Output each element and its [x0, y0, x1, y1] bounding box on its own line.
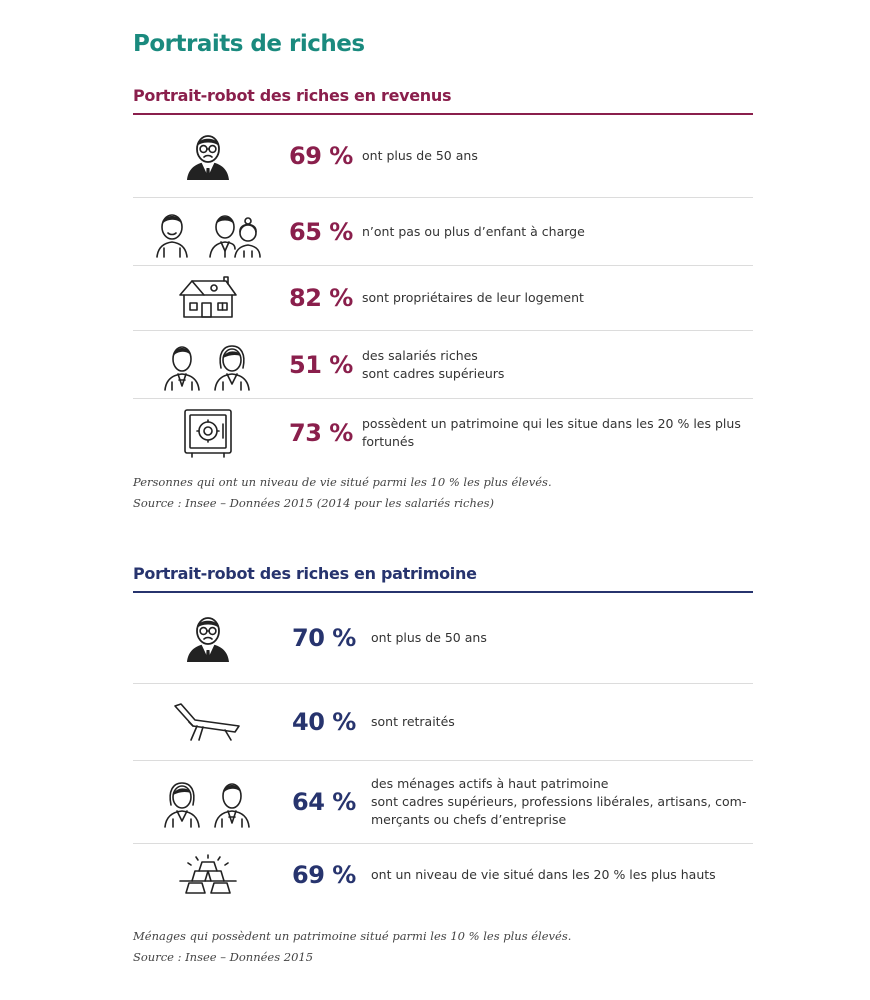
income-wealth-description: possèdent un patrimoine qui les situe da…	[362, 416, 741, 449]
income-row-wealth: 73 % possèdent un patrimoine qui les sit…	[133, 399, 753, 467]
income-row-owners: 82 % sont propriétaires de leur logement	[133, 266, 753, 331]
income-row-age: 69 % ont plus de 50 ans	[133, 115, 753, 198]
income-age-description: ont plus de 50 ans	[362, 148, 478, 163]
income-wealth-percent: 73 %	[289, 419, 353, 447]
wealth-retired-percent: 40 %	[292, 708, 356, 736]
income-row-executives: 51 % des salariés riches sont cadres sup…	[133, 331, 753, 399]
income-children-percent: 65 %	[289, 217, 353, 246]
wealth-executives-percent: 64 %	[292, 788, 356, 816]
wealth-row-executives: 64 % des ménages actifs à haut patrimoin…	[133, 761, 753, 844]
wealth-footnote: Ménages qui possèdent un patrimoine situ…	[133, 929, 572, 964]
income-age-percent: 69 %	[289, 142, 353, 170]
income-footnote: Personnes qui ont un niveau de vie situé…	[133, 475, 552, 510]
wealth-age-percent: 70 %	[292, 624, 356, 652]
income-section: Portrait-robot des riches en revenus 69 …	[133, 86, 753, 467]
safe-icon	[153, 407, 263, 459]
income-executives-percent: 51 %	[289, 350, 353, 379]
wealth-executives-description: des ménages actifs à haut patrimoine son…	[371, 776, 747, 827]
wealth-age-description: ont plus de 50 ans	[371, 630, 487, 645]
income-section-heading: Portrait-robot des riches en revenus	[133, 86, 753, 115]
wealth-retired-description: sont retraités	[371, 714, 455, 729]
family-icon	[153, 206, 263, 258]
wealth-income-description: ont un niveau de vie situé dans les 20 %…	[371, 867, 716, 882]
income-owners-percent: 82 %	[289, 284, 353, 312]
older-man-icon	[153, 130, 263, 182]
house-icon	[153, 272, 263, 324]
wealth-row-income: 69 % ont un niveau de vie situé dans les…	[133, 844, 753, 906]
wealth-row-retired: 40 % sont retraités	[133, 684, 753, 761]
income-executives-description: des salariés riches sont cadres supérieu…	[362, 347, 505, 381]
income-owners-description: sont propriétaires de leur logement	[362, 290, 584, 305]
deck-chair-icon	[153, 696, 263, 748]
wealth-row-age: 70 % ont plus de 50 ans	[133, 593, 753, 684]
wealth-section-heading: Portrait-robot des riches en patrimoine	[133, 564, 753, 593]
professionals-icon	[153, 776, 263, 828]
income-row-children: 65 % n’ont pas ou plus d’enfant à charge	[133, 198, 753, 266]
wealth-income-percent: 69 %	[292, 861, 356, 889]
wealth-section: Portrait-robot des riches en patrimoine …	[133, 564, 753, 906]
professionals-icon	[153, 339, 263, 391]
page-title: Portraits de riches	[133, 31, 365, 57]
income-children-description: n’ont pas ou plus d’enfant à charge	[362, 223, 585, 239]
gold-bars-icon	[153, 849, 263, 901]
older-man-icon	[153, 612, 263, 664]
